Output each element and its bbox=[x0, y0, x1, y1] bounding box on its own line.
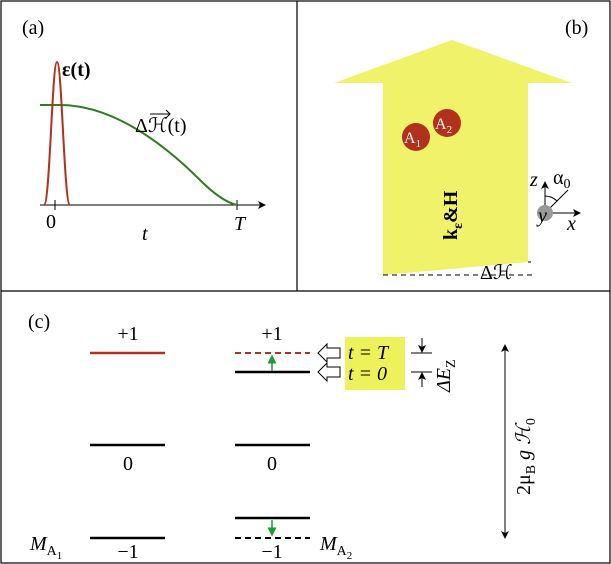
pulse-label: ε(t) bbox=[62, 59, 91, 81]
level-label: +1 bbox=[261, 323, 282, 345]
level-label: +1 bbox=[117, 323, 138, 345]
axis-label: z bbox=[529, 169, 538, 191]
axis-label: t bbox=[142, 223, 148, 245]
splitting-label: ΔEZ bbox=[433, 359, 459, 393]
axis-label: y bbox=[536, 205, 547, 227]
field-step-label: Δℋ bbox=[480, 262, 513, 284]
pointer bbox=[318, 363, 340, 381]
time-label: t = T bbox=[348, 342, 390, 364]
panel-label: (c) bbox=[28, 311, 50, 333]
field-label: Δℋ(t) bbox=[135, 115, 187, 137]
level-label: −1 bbox=[117, 541, 138, 563]
angle-label: α0 bbox=[553, 167, 570, 192]
pointer bbox=[318, 344, 340, 362]
state-label: MA2 bbox=[319, 533, 352, 562]
gap-label: 2μB g ℋ0 bbox=[513, 418, 539, 495]
origin-label: 0 bbox=[46, 211, 56, 233]
level-label: 0 bbox=[267, 453, 277, 475]
level-label: 0 bbox=[123, 453, 133, 475]
panel-label: (b) bbox=[565, 17, 588, 39]
panel-label: (a) bbox=[22, 17, 44, 39]
time-label: t = 0 bbox=[348, 363, 387, 385]
figure: (a) ε(t) Δℋ(t) 0 t T (b) Δℋ A1 A2 kε&H z… bbox=[0, 0, 611, 564]
angle-arc bbox=[545, 196, 557, 201]
end-label: T bbox=[234, 213, 247, 235]
page: {"panel_a": {"label": "(a)", "pulse_labe… bbox=[0, 0, 611, 564]
pulse-curve bbox=[44, 62, 70, 205]
axis-label: x bbox=[566, 213, 576, 235]
level-label: −1 bbox=[261, 541, 282, 563]
state-label: MA1 bbox=[29, 533, 62, 562]
